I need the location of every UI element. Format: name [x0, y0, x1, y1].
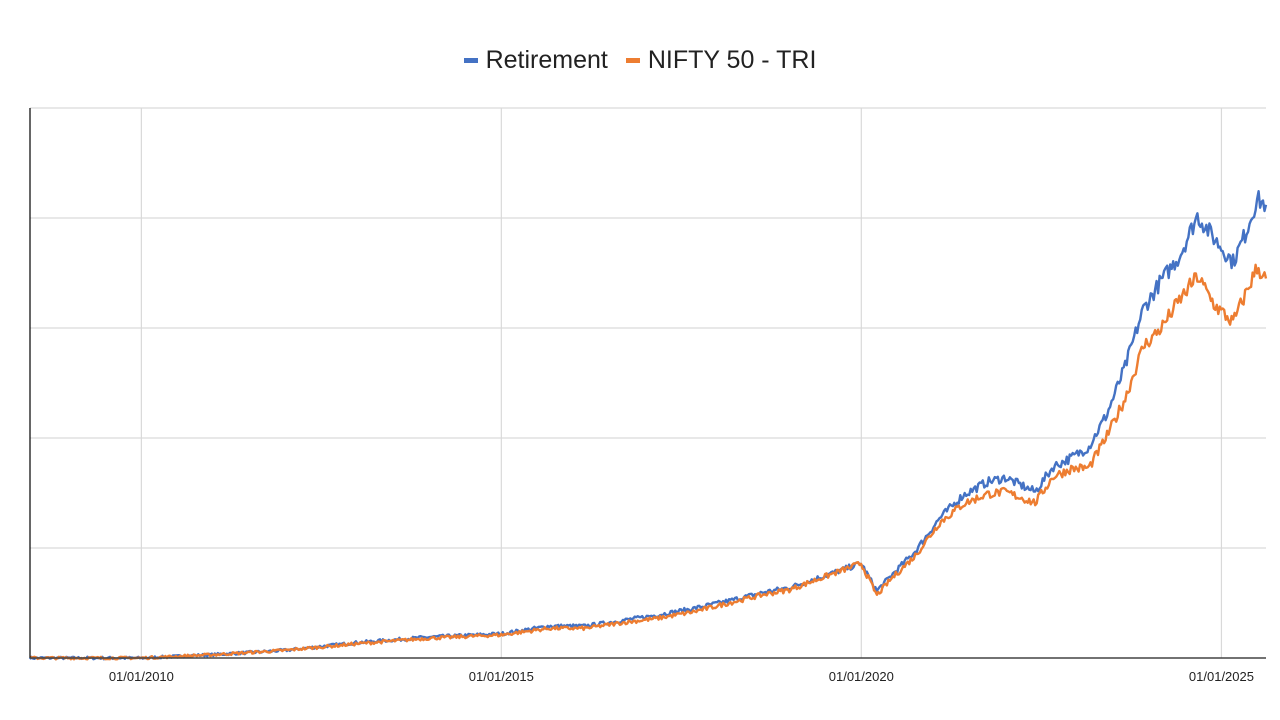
- legend-swatch-nifty: [625, 57, 640, 63]
- x-tick-label: 01/01/2025: [1189, 669, 1254, 684]
- x-tick-labels: 01/01/2010 01/01/2015 01/01/2020 01/01/2025: [109, 669, 1254, 684]
- chart-legend: Retirement NIFTY 50 - TRI: [0, 40, 1280, 80]
- x-tick-label: 01/01/2020: [829, 669, 894, 684]
- legend-item-nifty: NIFTY 50 - TRI: [625, 45, 817, 75]
- axes: [29, 108, 1266, 659]
- series-line-nifty-50-tri: [29, 263, 1268, 661]
- legend-swatch-retirement: [463, 57, 478, 63]
- legend-label-nifty: NIFTY 50 - TRI: [647, 45, 817, 74]
- series-line-retirement: [28, 190, 1268, 661]
- legend-label-retirement: Retirement: [485, 45, 608, 74]
- x-tick-label: 01/01/2010: [109, 669, 174, 684]
- x-tick-label: 01/01/2015: [469, 669, 534, 684]
- legend-item-retirement: Retirement: [463, 45, 608, 75]
- series-layer: [28, 190, 1268, 661]
- grid-lines: [30, 107, 1266, 658]
